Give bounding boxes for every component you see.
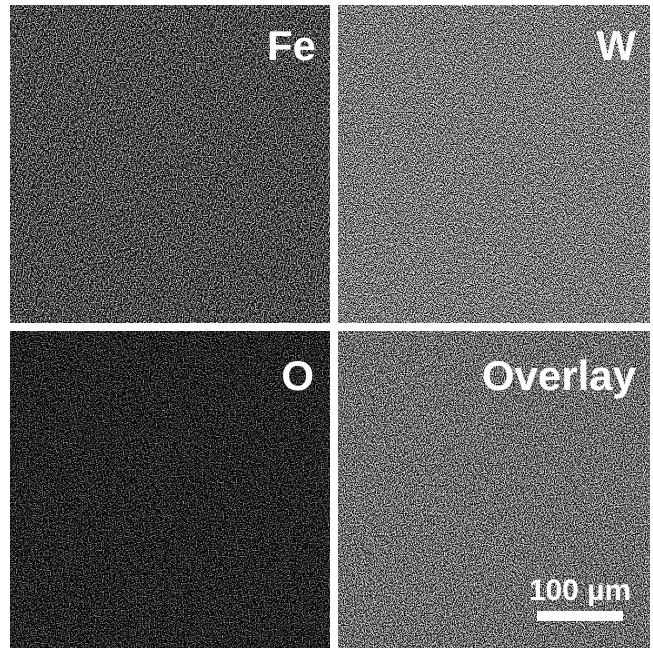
panel-label: W — [596, 22, 636, 69]
o-map-texture — [10, 331, 330, 648]
fe-map-texture — [10, 5, 330, 323]
panel-label: O — [281, 352, 314, 399]
panel-label: Overlay — [482, 352, 637, 399]
scale-bar-label: 100 µm — [529, 574, 631, 607]
panel-label: Fe — [267, 22, 316, 69]
overlay-map-texture — [338, 331, 650, 648]
scale-bar — [537, 611, 623, 621]
w-map-texture — [338, 5, 650, 323]
